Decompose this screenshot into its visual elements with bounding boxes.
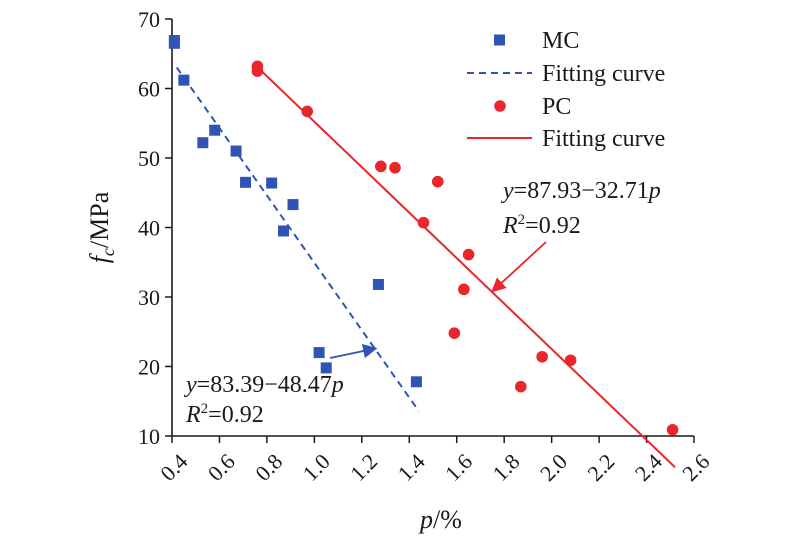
x-tick-label: 0.6	[203, 449, 240, 486]
mc-r2-sup: 2	[201, 401, 209, 417]
fit-line-pc	[256, 66, 676, 468]
mc-equation: y=83.39−48.47p	[184, 372, 344, 398]
y-axis-label-unit: /MPa	[85, 191, 114, 248]
data-point-pc	[301, 105, 314, 118]
data-point-pc	[564, 354, 577, 367]
data-point-mc	[278, 225, 290, 237]
pc-equation-p: p	[647, 178, 661, 204]
legend-item-pc-fit: Fitting curve	[467, 126, 665, 152]
mc-r2-r: R	[185, 402, 201, 428]
pc-r2-val: =0.92	[525, 213, 581, 239]
x-tick-label: 1.4	[393, 449, 430, 486]
y-axis-label-main: f	[85, 252, 114, 263]
data-point-mc	[287, 199, 299, 211]
data-point-mc	[197, 137, 209, 149]
x-tick-label: 2.2	[582, 449, 619, 486]
data-point-pc	[431, 175, 444, 188]
fit-lines	[175, 66, 676, 468]
x-tick-label: 1.8	[487, 449, 524, 486]
x-axis-label-main: p	[418, 505, 433, 534]
y-axis-label: fc/MPa	[85, 191, 118, 263]
pc-r2-r: R	[502, 213, 518, 239]
y-tick-label: 50	[138, 146, 160, 171]
legend-item-mc-fit: Fitting curve	[467, 61, 665, 87]
legend: MC Fitting curve PC Fitting curve	[467, 28, 665, 152]
y-tick-label: 10	[138, 424, 160, 449]
data-points	[168, 35, 679, 436]
data-point-mc	[372, 278, 384, 290]
mc-r2-val: =0.92	[208, 402, 264, 428]
pc-r2-sup: 2	[518, 212, 526, 228]
data-point-pc	[251, 65, 264, 77]
pc-equation: y=87.93−32.71p	[501, 178, 661, 204]
fit-line-mc	[175, 66, 420, 412]
mc-r2: R2=0.92	[185, 401, 264, 428]
data-point-mc	[178, 74, 190, 86]
data-point-pc	[448, 327, 461, 339]
legend-marker-circle	[494, 100, 506, 112]
data-point-mc	[266, 177, 278, 189]
y-axis-label-sub: c	[98, 248, 118, 256]
pc-equation-coef: =87.93−32.71	[514, 178, 649, 204]
data-point-pc	[389, 161, 401, 174]
data-point-mc	[230, 145, 242, 157]
legend-label: Fitting curve	[542, 61, 665, 87]
data-point-pc	[514, 380, 527, 393]
y-tick-label: 20	[138, 355, 160, 380]
legend-item-mc: MC	[494, 28, 579, 54]
data-point-pc	[375, 160, 387, 173]
data-point-pc	[666, 423, 679, 436]
annotations: y=83.39−48.47pR2=0.92y=87.93−32.71pR2=0.…	[184, 178, 661, 428]
x-tick-label: 1.2	[345, 449, 382, 486]
legend-item-pc: PC	[494, 94, 571, 120]
pc-r2: R2=0.92	[502, 212, 581, 239]
y-tick-label: 30	[138, 285, 160, 310]
data-point-pc	[536, 350, 548, 363]
mc-equation-p: p	[330, 372, 344, 398]
data-point-pc	[462, 248, 475, 261]
x-axis-label-unit: /%	[433, 505, 462, 534]
data-point-mc	[168, 37, 180, 49]
data-point-pc	[458, 283, 470, 296]
y-tick-label: 70	[138, 7, 160, 32]
x-axis-label: p/%	[418, 505, 462, 534]
data-point-mc	[209, 124, 221, 136]
mc-equation-coef: =83.39−48.47	[197, 372, 332, 398]
x-tick-label: 0.8	[250, 449, 287, 486]
legend-marker-square	[494, 34, 505, 46]
pc-annotation-arrow	[491, 241, 547, 293]
x-tick-label: 1.6	[440, 449, 477, 486]
data-point-mc	[410, 376, 422, 388]
pc-equation-var: y	[501, 178, 514, 204]
data-point-mc	[320, 362, 332, 374]
y-tick-label: 60	[138, 77, 160, 102]
mc-annotation-arrow	[329, 344, 378, 359]
x-tick-label: 2.6	[677, 449, 714, 486]
x-tick-label: 2.0	[535, 449, 572, 486]
x-tick-label: 1.0	[298, 449, 335, 486]
x-tick-label: 0.4	[155, 449, 192, 486]
data-point-mc	[313, 347, 325, 359]
legend-label: PC	[542, 94, 571, 120]
data-point-pc	[417, 216, 430, 229]
mc-equation-var: y	[184, 372, 197, 398]
data-point-mc	[240, 176, 252, 188]
y-tick-label: 40	[138, 216, 160, 241]
legend-label: Fitting curve	[542, 126, 665, 152]
legend-label: MC	[542, 28, 579, 54]
